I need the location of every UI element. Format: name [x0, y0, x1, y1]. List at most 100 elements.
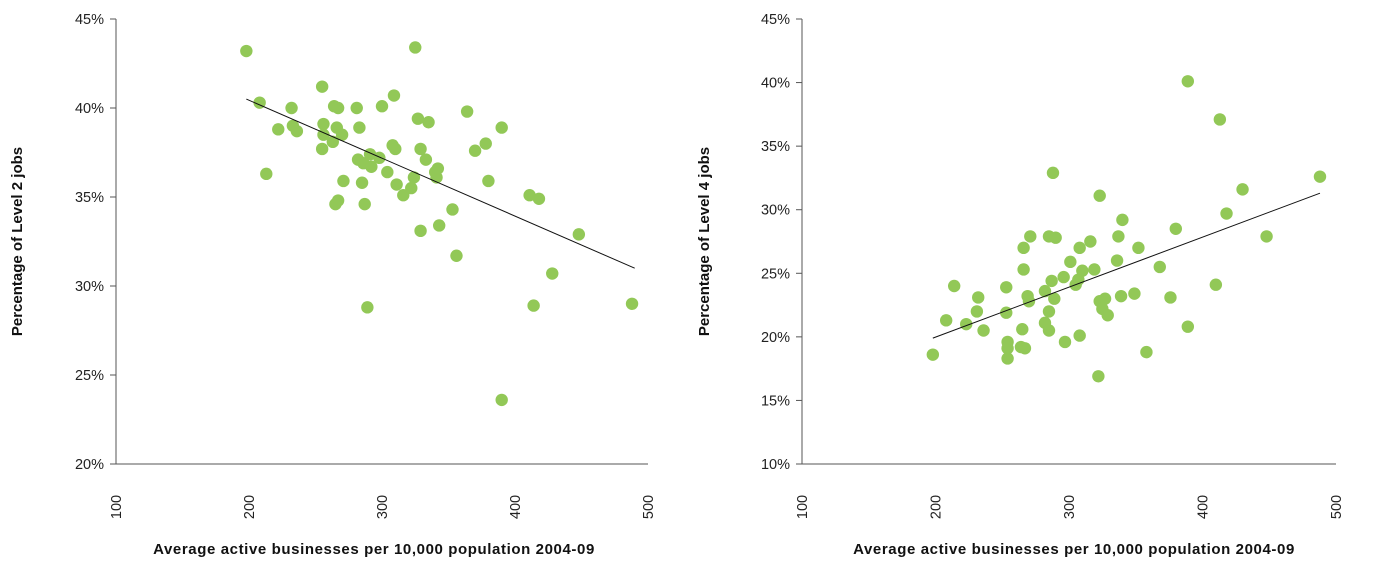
y-tick-label: 40%	[75, 101, 104, 117]
data-point	[390, 178, 403, 191]
data-point	[1112, 230, 1125, 243]
data-point	[405, 181, 418, 195]
y-tick-label: 20%	[761, 330, 790, 346]
data-point	[523, 189, 536, 202]
y-tick-label: 10%	[761, 457, 790, 473]
data-point	[1213, 113, 1227, 126]
data-point	[389, 142, 402, 156]
data-point	[1140, 345, 1153, 359]
data-point	[431, 162, 445, 175]
x-tick-label: 400	[508, 495, 524, 519]
data-point	[495, 393, 508, 407]
data-point	[1042, 324, 1056, 337]
x-tick-label: 400	[1196, 495, 1212, 519]
data-point	[381, 165, 394, 179]
x-tick-label: 200	[929, 495, 945, 519]
data-point	[977, 324, 990, 337]
data-point	[468, 144, 482, 157]
data-point	[335, 128, 349, 141]
data-point	[240, 44, 253, 58]
data-point	[1092, 370, 1105, 383]
data-point	[1181, 75, 1195, 88]
data-point	[1088, 263, 1101, 276]
x-tick-label: 100	[795, 495, 811, 519]
data-point	[1022, 295, 1036, 308]
data-point	[350, 101, 363, 115]
data-point	[1128, 287, 1141, 300]
data-point	[1260, 230, 1273, 243]
data-point	[532, 192, 546, 205]
y-tick-label: 30%	[75, 279, 104, 295]
data-point	[414, 142, 427, 156]
data-point	[353, 121, 366, 134]
x-tick-label: 500	[641, 495, 657, 519]
data-point	[1017, 241, 1030, 255]
data-point	[1049, 231, 1062, 244]
data-point	[260, 167, 273, 181]
y-tick-label: 15%	[761, 393, 790, 409]
data-point	[329, 197, 342, 211]
x-axis-title: Average active businesses per 10,000 pop…	[853, 541, 1295, 558]
x-tick-label: 200	[242, 495, 258, 519]
data-point	[947, 279, 961, 293]
data-point	[1000, 281, 1013, 294]
y-tick-label: 45%	[761, 12, 790, 28]
data-point	[355, 176, 369, 189]
data-point	[1045, 274, 1058, 288]
trend-line	[246, 98, 635, 269]
data-point	[1132, 241, 1145, 255]
data-point	[1110, 254, 1124, 267]
data-point	[527, 299, 540, 312]
data-point	[972, 291, 985, 304]
data-point	[450, 249, 463, 262]
y-tick-label: 35%	[761, 139, 790, 155]
data-point	[315, 80, 329, 93]
data-point	[1001, 352, 1014, 365]
y-tick-label: 40%	[761, 76, 790, 92]
data-point	[495, 121, 508, 134]
data-point	[397, 189, 410, 202]
data-point	[290, 124, 304, 138]
data-point	[414, 224, 427, 238]
data-point	[285, 101, 298, 115]
data-point	[546, 267, 559, 280]
data-point	[1064, 255, 1077, 269]
data-point	[1181, 320, 1195, 333]
data-point	[1209, 278, 1223, 291]
data-point	[1058, 335, 1072, 349]
data-point	[625, 297, 639, 310]
data-point	[1017, 263, 1030, 276]
data-point	[1076, 264, 1089, 277]
data-point	[387, 89, 401, 102]
y-tick-label: 35%	[75, 190, 104, 206]
data-point	[446, 203, 459, 216]
data-point	[1098, 292, 1112, 305]
data-point	[1220, 207, 1233, 220]
data-point	[365, 160, 378, 173]
x-tick-label: 300	[1062, 495, 1078, 519]
data-point	[331, 101, 345, 115]
data-point	[337, 174, 350, 188]
data-point	[1093, 189, 1106, 202]
chart-panel-1: 20% 25% 30% 35% 40% 45% 100 200 300 400 500 Percent…	[9, 12, 657, 558]
data-point	[1042, 305, 1056, 318]
data-point	[1164, 291, 1177, 304]
data-point	[1153, 260, 1166, 274]
y-tick-label: 45%	[75, 12, 104, 28]
data-point	[272, 123, 285, 136]
data-point	[317, 117, 330, 131]
data-point	[1016, 323, 1029, 336]
data-point	[1024, 230, 1037, 243]
data-point	[432, 219, 446, 232]
data-point	[1101, 309, 1114, 322]
data-point	[1236, 183, 1249, 196]
data-point	[1169, 222, 1183, 235]
data-point	[1048, 292, 1061, 305]
data-point	[419, 153, 433, 166]
y-tick-label: 30%	[761, 203, 790, 219]
x-axis-title: Average active businesses per 10,000 pop…	[153, 541, 595, 558]
x-tick-label: 300	[375, 495, 391, 519]
data-point	[1073, 329, 1086, 342]
data-point	[315, 142, 329, 156]
